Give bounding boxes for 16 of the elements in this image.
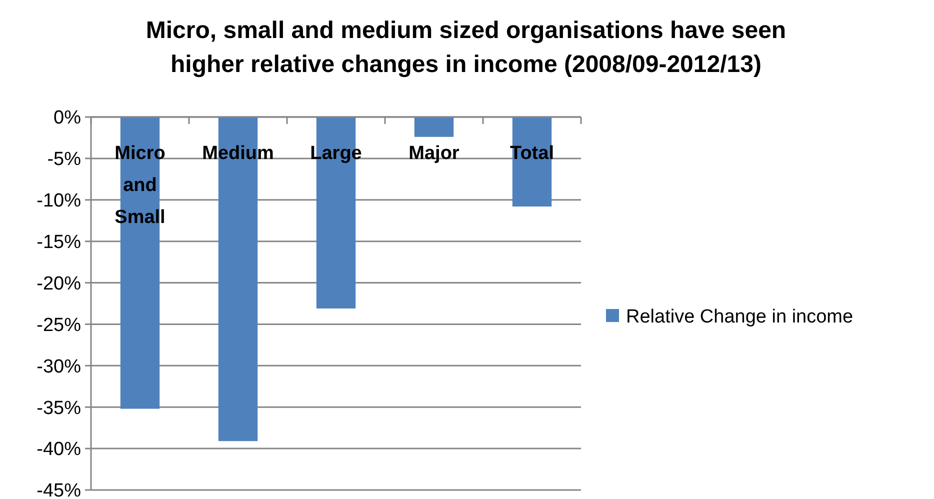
y-tick-label: -5% bbox=[47, 149, 82, 170]
x-tick-label: Large bbox=[310, 143, 362, 164]
y-tick-label: -10% bbox=[36, 190, 82, 212]
x-tick-label: Total bbox=[510, 143, 554, 164]
x-tick-label: Medium bbox=[202, 143, 274, 164]
y-tick-label: -30% bbox=[36, 356, 82, 378]
y-tick-label: -45% bbox=[36, 480, 82, 499]
y-tick-label: -25% bbox=[36, 314, 82, 336]
y-tick-label: -35% bbox=[36, 398, 82, 419]
y-tick-label: -20% bbox=[36, 273, 82, 294]
y-tick-label: -40% bbox=[36, 439, 82, 460]
x-tick-label: Major bbox=[408, 143, 460, 164]
chart-title: Micro, small and medium sized organisations have seen higher relative changes in income (2008/09-2012/13) bbox=[146, 17, 786, 78]
y-tick-label: 0% bbox=[54, 108, 82, 129]
y-tick-label: -15% bbox=[36, 232, 82, 253]
legend-label: Relative Change in income bbox=[626, 306, 854, 328]
